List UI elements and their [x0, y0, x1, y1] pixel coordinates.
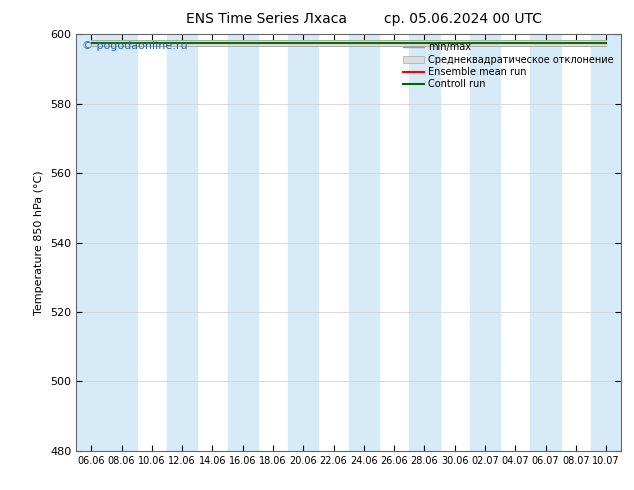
Text: ENS Time Series Лхаса: ENS Time Series Лхаса: [186, 12, 347, 26]
Legend: min/max, Среднеквадратическое отклонение, Ensemble mean run, Controll run: min/max, Среднеквадратическое отклонение…: [399, 39, 616, 92]
Bar: [76, 34, 107, 451]
Bar: [410, 34, 439, 451]
Bar: [228, 34, 258, 451]
Bar: [349, 34, 379, 451]
Y-axis label: Temperature 850 hPa (°C): Temperature 850 hPa (°C): [34, 170, 44, 315]
Bar: [167, 34, 197, 451]
Bar: [288, 34, 318, 451]
Bar: [470, 34, 500, 451]
Text: ср. 05.06.2024 00 UTC: ср. 05.06.2024 00 UTC: [384, 12, 542, 26]
Bar: [531, 34, 560, 451]
Text: © pogodaonline.ru: © pogodaonline.ru: [82, 41, 187, 50]
Bar: [107, 34, 137, 451]
Bar: [591, 34, 621, 451]
